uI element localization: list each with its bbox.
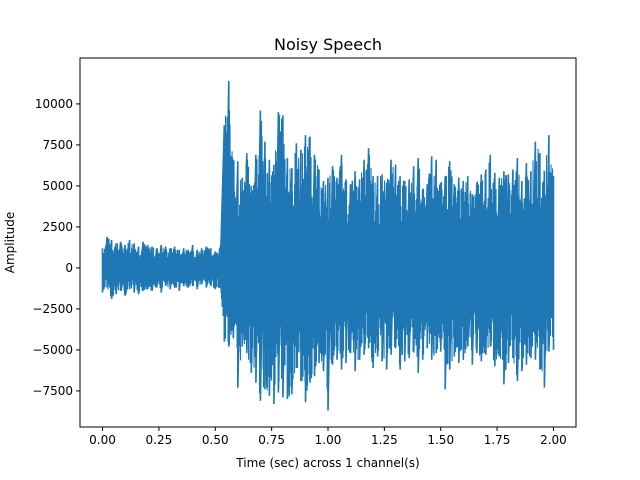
- axis-ticks: 0.00 0.25 0.50 0.75 1.00 1.25 1.50 1.75 2.00 −750…: [32, 97, 566, 447]
- x-tick-label: 2.00: [540, 433, 567, 447]
- x-tick-label: 0.25: [146, 433, 173, 447]
- y-tick-label: −7500: [32, 384, 73, 398]
- y-tick-label: −2500: [32, 302, 73, 316]
- axes-frame: [79, 57, 577, 428]
- x-tick-label: 1.75: [484, 433, 511, 447]
- y-tick-label: 10000: [35, 97, 73, 111]
- chart-title: Noisy Speech: [274, 35, 382, 54]
- y-tick-label: 7500: [42, 138, 73, 152]
- x-tick-label: 0.00: [89, 433, 116, 447]
- x-axis-label: Time (sec) across 1 channel(s): [235, 456, 419, 470]
- x-tick-label: 0.50: [202, 433, 229, 447]
- x-tick-label: 1.00: [315, 433, 342, 447]
- x-tick-label: 1.50: [427, 433, 454, 447]
- y-axis-label: Amplitude: [3, 212, 17, 274]
- y-tick-label: 0: [65, 261, 73, 275]
- y-tick-label: −5000: [32, 343, 73, 357]
- y-tick-label: 2500: [42, 220, 73, 234]
- waveform-series: [101, 80, 555, 411]
- x-tick-label: 1.25: [371, 433, 398, 447]
- x-tick-label: 0.75: [258, 433, 285, 447]
- y-tick-label: 5000: [42, 179, 73, 193]
- waveform-peaks: [101, 80, 555, 411]
